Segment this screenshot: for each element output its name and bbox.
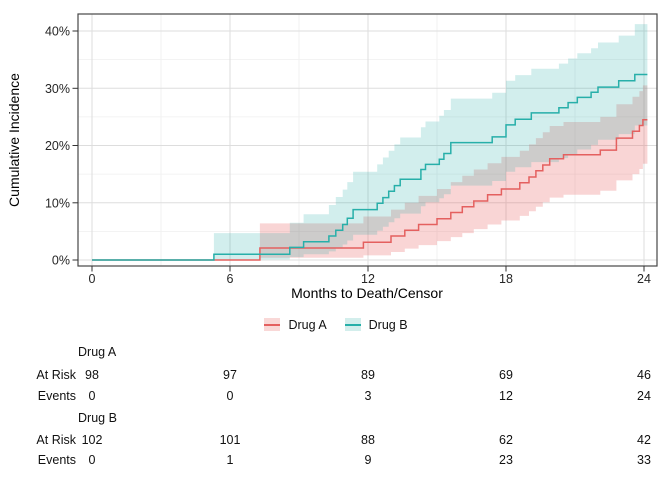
confidence-band-drug-b bbox=[92, 24, 648, 260]
drug-a-line-swatch-icon bbox=[264, 323, 281, 326]
risk-table-value: 0 bbox=[88, 389, 96, 403]
step-line-drug-b bbox=[92, 73, 648, 261]
x-tick-label: 12 bbox=[361, 272, 375, 286]
risk-table-value: 89 bbox=[361, 368, 375, 382]
x-tick-label: 24 bbox=[637, 272, 651, 286]
risk-table-value: 12 bbox=[499, 389, 513, 403]
legend-item-drug-a: Drug A bbox=[264, 317, 327, 332]
risk-table-value: 101 bbox=[219, 433, 241, 447]
risk-table-value: 3 bbox=[364, 389, 372, 403]
legend-label-drug-a: Drug A bbox=[288, 317, 327, 332]
risk-table-group-drug-a: Drug A bbox=[78, 345, 117, 359]
x-tick-label: 6 bbox=[227, 272, 234, 286]
risk-table-value: 33 bbox=[637, 453, 651, 467]
x-tick-label: 18 bbox=[499, 272, 513, 286]
risk-table-value: 23 bbox=[499, 453, 513, 467]
y-tick-label: 30% bbox=[45, 82, 70, 96]
risk-table-value: 97 bbox=[223, 368, 237, 382]
risk-table-value: 62 bbox=[499, 433, 513, 447]
confidence-band-drug-a bbox=[92, 85, 648, 261]
risk-table-value: 102 bbox=[81, 433, 103, 447]
legend-key-drug-b bbox=[344, 318, 361, 331]
risk-table-value: 9 bbox=[364, 453, 372, 467]
legend-key-drug-a bbox=[264, 318, 281, 331]
risk-table-value: 88 bbox=[361, 433, 375, 447]
drug-b-line-swatch-icon bbox=[344, 323, 361, 326]
risk-table-label-events-b: Events bbox=[37, 453, 76, 467]
x-axis-title: Months to Death/Censor bbox=[291, 285, 443, 301]
risk-table-label-at-risk-b: At Risk bbox=[36, 433, 76, 447]
y-tick-label: 10% bbox=[45, 196, 70, 210]
risk-table-value: 46 bbox=[637, 368, 651, 382]
risk-table-value: 0 bbox=[226, 389, 234, 403]
y-tick-label: 0% bbox=[52, 254, 70, 268]
risk-table-value: 69 bbox=[499, 368, 513, 382]
legend: Drug A Drug B bbox=[0, 316, 672, 333]
risk-table-label-events-a: Events bbox=[37, 389, 76, 403]
risk-table-value: 42 bbox=[637, 433, 651, 447]
risk-table-value: 1 bbox=[226, 453, 234, 467]
y-tick-label: 40% bbox=[45, 25, 70, 39]
risk-table-value: 98 bbox=[85, 368, 99, 382]
risk-table-value: 24 bbox=[637, 389, 651, 403]
legend-label-drug-b: Drug B bbox=[368, 317, 408, 332]
x-tick-label: 0 bbox=[89, 272, 96, 286]
risk-table-label-at-risk-a: At Risk bbox=[36, 368, 76, 382]
legend-item-drug-b: Drug B bbox=[344, 317, 408, 332]
step-line-drug-a bbox=[92, 118, 648, 261]
y-tick-label: 20% bbox=[45, 139, 70, 153]
risk-table-value: 0 bbox=[88, 453, 96, 467]
risk-table-group-drug-b: Drug B bbox=[78, 411, 117, 425]
